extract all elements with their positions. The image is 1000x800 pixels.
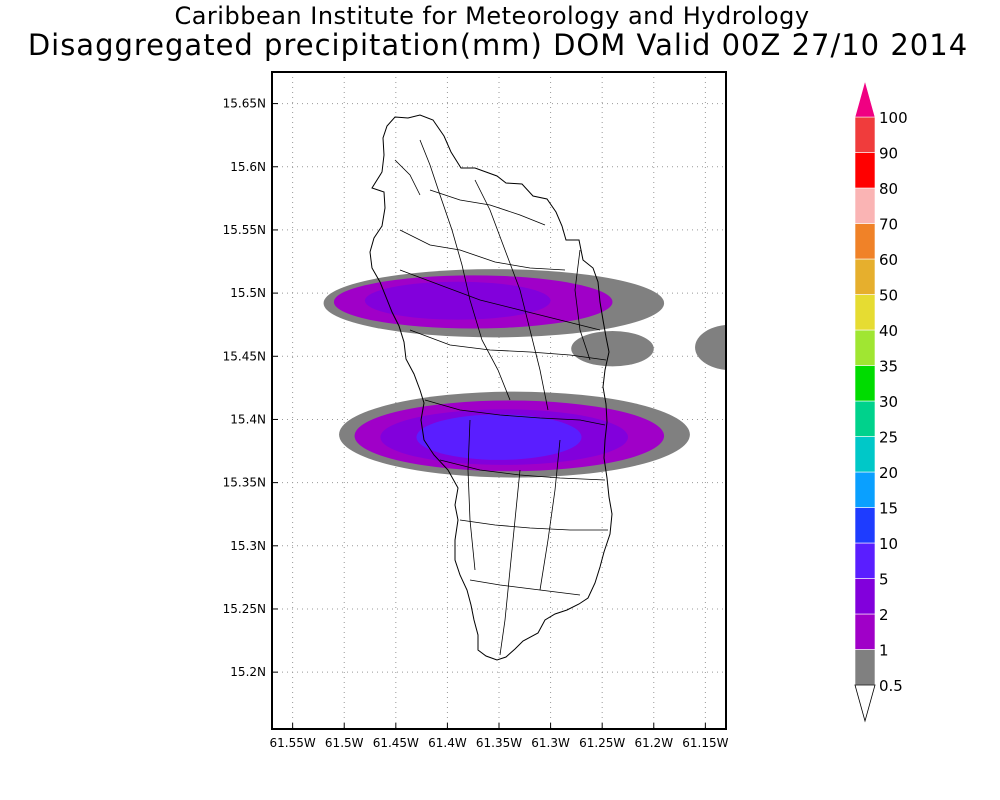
lat-tick-label: 15.3N [230, 539, 266, 553]
colorbar-segment [854, 116, 876, 153]
colorbar-over-triangle [854, 79, 876, 118]
lat-tick-label: 15.45N [223, 349, 266, 363]
colorbar-label: 100 [879, 109, 908, 127]
rain-cell [364, 281, 551, 320]
colorbar-label: 60 [879, 251, 898, 269]
colorbar-label: 15 [879, 500, 898, 518]
colorbar-label: 25 [879, 429, 898, 447]
longitude-tick-labels: 61.55W 61.5W 61.45W 61.4W 61.35W 61.3W 61.25W 6… [270, 723, 729, 750]
colorbar-segment [854, 578, 876, 615]
colorbar-label: 0.5 [879, 677, 903, 695]
colorbar-label: 30 [879, 393, 898, 411]
lat-tick-label: 15.5N [230, 286, 266, 300]
colorbar-label: 35 [879, 358, 898, 376]
lat-tick-label: 15.55N [223, 223, 266, 237]
colorbar-segment [854, 258, 876, 295]
lat-tick-label: 15.4N [230, 412, 266, 426]
colorbar-label: 40 [879, 322, 898, 340]
lon-tick-label: 61.15W [682, 736, 728, 750]
colorbar-segment [854, 649, 876, 686]
colorbar-segment [854, 436, 876, 473]
dominica-coastline [369, 114, 613, 661]
colorbar-segment [854, 294, 876, 331]
title-line-1: Caribbean Institute for Meteorology and … [174, 2, 810, 30]
colorbar-segment [854, 152, 876, 189]
colorbar-segment [854, 507, 876, 544]
latitude-tick-labels: 15.65N 15.6N 15.55N 15.5N 15.45N 15.4N 15.35N 1… [223, 97, 278, 679]
colorbar-segment [854, 400, 876, 437]
rain-cell [416, 414, 582, 460]
lat-tick-label: 15.25N [223, 602, 266, 616]
lon-tick-label: 61.45W [373, 736, 419, 750]
lon-tick-label: 61.35W [476, 736, 522, 750]
colorbar-label: 70 [879, 216, 898, 234]
colorbar-segment [854, 187, 876, 224]
colorbar-label: 10 [879, 535, 898, 553]
colorbar-label: 80 [879, 180, 898, 198]
title-line-2: Disaggregated precipitation(mm) DOM Vali… [27, 28, 969, 62]
colorbar-segment [854, 365, 876, 402]
lat-tick-label: 15.2N [230, 665, 266, 679]
island-outline [369, 114, 613, 661]
lat-tick-label: 15.65N [223, 97, 266, 111]
lon-tick-label: 61.25W [579, 736, 625, 750]
colorbar-label: 20 [879, 464, 898, 482]
lat-tick-label: 15.35N [223, 476, 266, 490]
colorbar-under-triangle [854, 684, 876, 723]
precipitation-field [323, 269, 726, 478]
colorbar-label: 2 [879, 606, 889, 624]
rain-cell [695, 324, 726, 370]
colorbar-segment [854, 223, 876, 260]
colorbar-segment [854, 329, 876, 366]
colorbar-segment [854, 471, 876, 508]
lat-tick-label: 15.6N [230, 160, 266, 174]
lon-tick-label: 61.4W [428, 736, 467, 750]
colorbar-label: 50 [879, 287, 898, 305]
lon-tick-label: 61.5W [325, 736, 364, 750]
colorbar-label: 90 [879, 145, 898, 163]
rain-cell [571, 331, 654, 367]
river-lines [394, 139, 608, 656]
lon-tick-label: 61.3W [531, 736, 570, 750]
lon-tick-label: 61.2W [634, 736, 673, 750]
colorbar-label: 1 [879, 642, 889, 660]
colorbar-segment [854, 613, 876, 650]
colorbar-segment [854, 542, 876, 579]
lon-tick-label: 61.55W [270, 736, 316, 750]
colorbar-label: 5 [879, 571, 889, 589]
